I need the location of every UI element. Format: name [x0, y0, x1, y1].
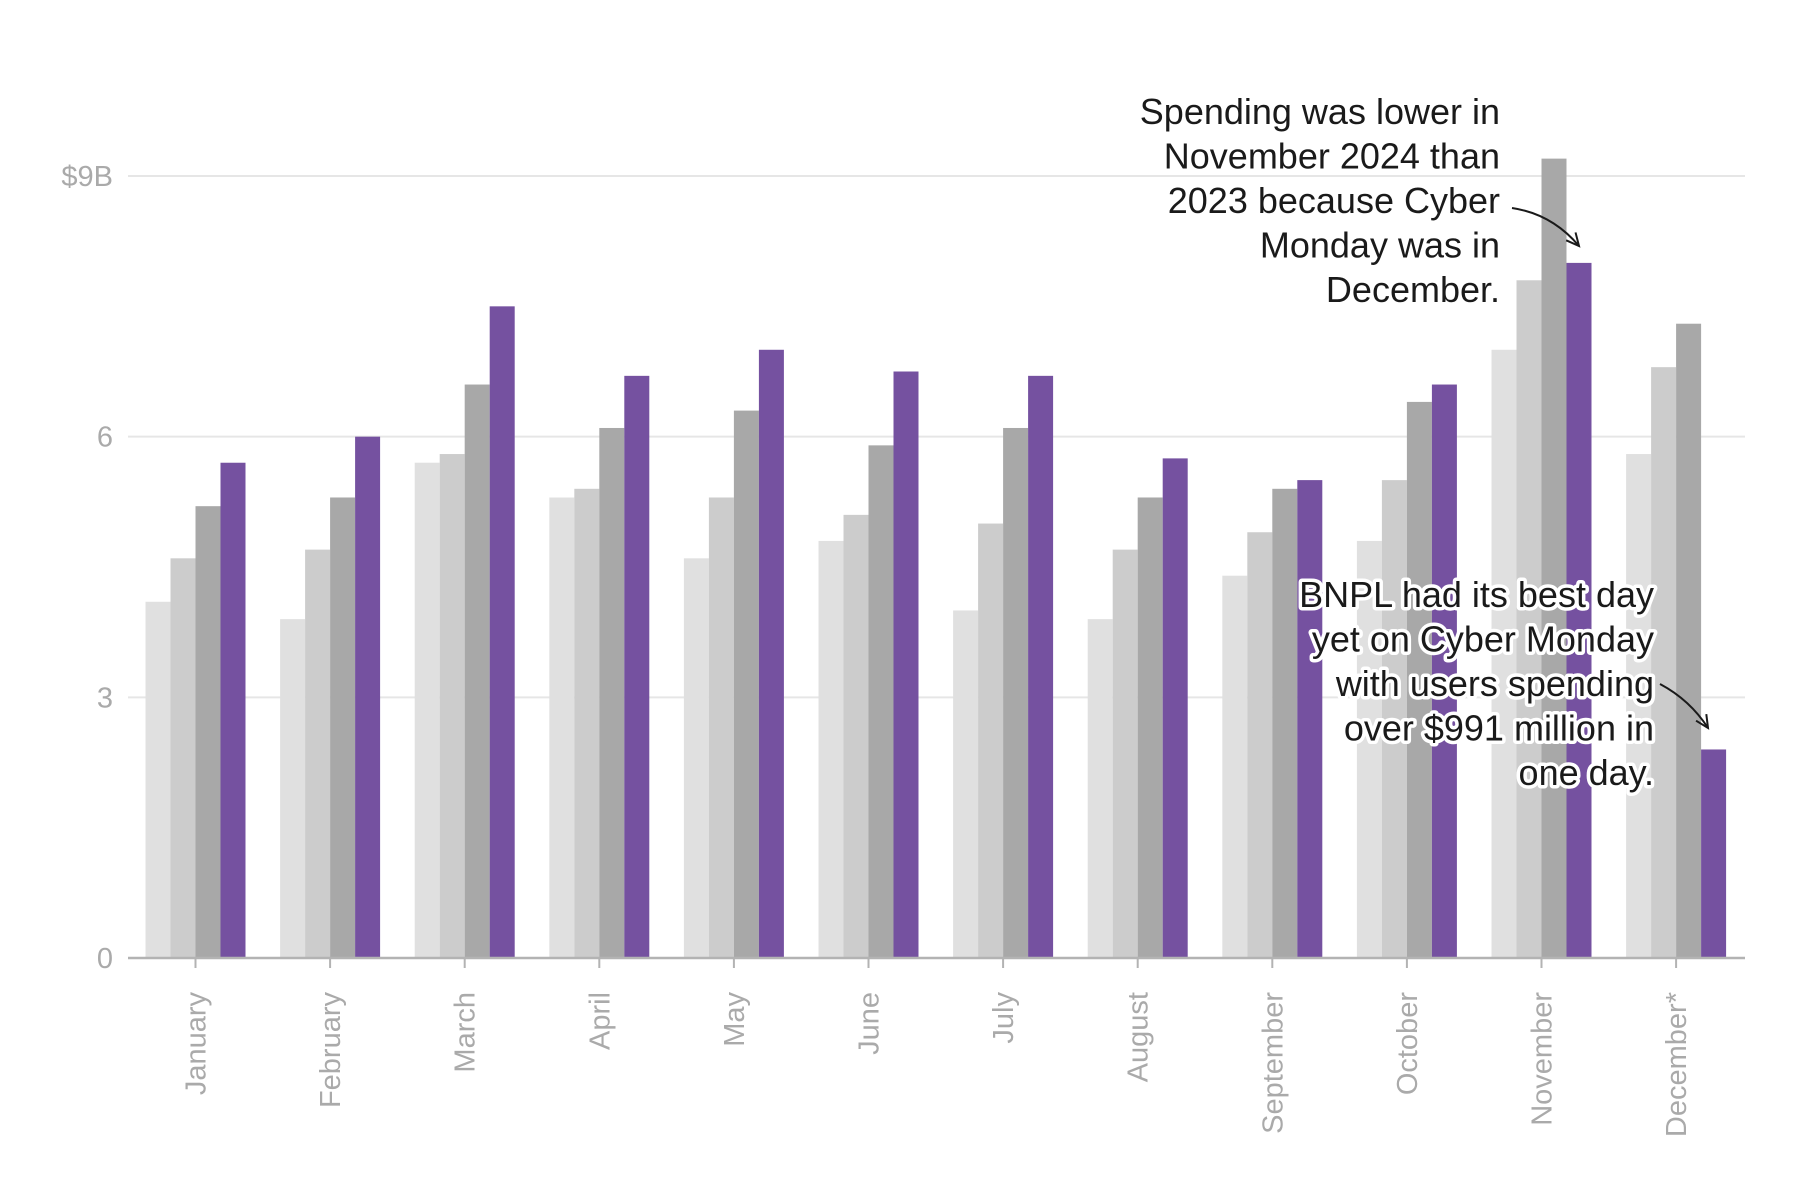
bar-series0-4 [683, 558, 709, 958]
bar-series3-4 [758, 349, 784, 958]
bar-series0-9 [1356, 540, 1382, 958]
bar-series1-3 [574, 488, 600, 958]
bar-series0-5 [818, 540, 844, 958]
y-tick-label: 3 [97, 682, 113, 714]
bar-group-9 [1356, 384, 1457, 958]
x-tick-label: April [584, 992, 616, 1050]
bar-group-5 [818, 371, 919, 958]
bar-series3-8 [1297, 480, 1323, 958]
bar-series0-3 [549, 497, 575, 958]
bar-group-7 [1087, 458, 1188, 958]
annotation-text-line: BNPL had its best day [1299, 574, 1654, 615]
bar-series3-0 [220, 462, 246, 958]
bar-group-1 [280, 436, 381, 959]
bar-series2-4 [733, 410, 759, 959]
bar-series2-7 [1137, 497, 1163, 958]
annotation-arrow [1659, 683, 1709, 729]
bar-series1-1 [305, 549, 331, 958]
bar-series2-10 [1541, 158, 1567, 959]
annotation-arrowhead [1565, 232, 1581, 248]
bar-series0-6 [953, 610, 979, 958]
bar-series2-0 [195, 506, 221, 958]
annotation-arrowhead [1695, 713, 1710, 730]
bar-series3-9 [1431, 384, 1457, 958]
annotation-text-line: Spending was lower in [1140, 91, 1500, 132]
bar-series0-0 [145, 601, 171, 958]
bar-series1-2 [439, 454, 465, 958]
bar-series2-6 [1003, 427, 1029, 958]
bar-series0-11 [1626, 454, 1652, 958]
annotation-text-line: with users spending [1335, 663, 1654, 704]
annotation-arrow [1511, 207, 1580, 247]
bar-series3-7 [1162, 458, 1188, 958]
x-tick-label: October [1392, 992, 1424, 1095]
x-tick-label: June [854, 992, 886, 1055]
bar-series0-1 [280, 619, 306, 958]
bar-group-2 [414, 306, 515, 958]
gridlines [128, 175, 1745, 699]
bar-series2-9 [1406, 401, 1432, 958]
bar-series0-8 [1222, 575, 1248, 958]
x-tick-label: September [1257, 992, 1289, 1134]
annotation-text-line: one day. [1519, 752, 1654, 793]
bar-series1-9 [1381, 480, 1407, 958]
bar-group-3 [549, 375, 650, 958]
annotation-text-line: yet on Cyber Monday [1312, 619, 1654, 660]
annotation-text-line: Monday was in [1260, 225, 1500, 266]
bar-series2-2 [464, 384, 490, 958]
bar-series3-2 [489, 306, 515, 958]
bar-series1-7 [1112, 549, 1138, 958]
bar-series1-8 [1247, 532, 1273, 958]
bar-series3-6 [1028, 375, 1054, 958]
bar-series1-6 [978, 523, 1004, 958]
annotation-text-line: over $991 million in [1344, 708, 1654, 749]
bars [145, 158, 1727, 959]
bar-series2-5 [868, 445, 894, 958]
x-tick-label: March [450, 992, 482, 1073]
annotation-text-line: November 2024 than [1164, 136, 1500, 177]
y-tick-label: $9B [61, 161, 113, 193]
bar-group-11 [1626, 323, 1727, 959]
bar-series1-10 [1516, 280, 1542, 958]
y-tick-label: 0 [97, 943, 113, 975]
bar-series1-4 [708, 497, 734, 958]
bar-series3-5 [893, 371, 919, 958]
bar-group-0 [145, 462, 246, 958]
bar-group-10 [1491, 158, 1592, 959]
annotation-text-line: 2023 because Cyber [1168, 180, 1500, 221]
bar-series3-1 [355, 436, 381, 959]
bar-series2-8 [1272, 488, 1298, 958]
x-tick-label: August [1123, 992, 1155, 1082]
bar-series0-2 [414, 462, 440, 958]
bar-series1-0 [170, 558, 196, 958]
x-tick-label: July [988, 992, 1020, 1044]
y-axis-ticks: 0 3 6 $9B [61, 161, 113, 975]
bar-series3-3 [624, 375, 650, 958]
bar-series2-1 [330, 497, 356, 958]
x-tick-label: January [181, 992, 213, 1096]
bar-group-6 [953, 375, 1054, 958]
bar-series2-11 [1676, 323, 1702, 958]
bar-group-4 [683, 349, 784, 959]
bar-series3-10 [1566, 262, 1592, 958]
bar-series3-11 [1701, 749, 1727, 958]
x-tick-label: February [315, 992, 347, 1109]
y-tick-label: 6 [97, 422, 113, 454]
x-tick-label: November [1527, 992, 1559, 1126]
bar-series2-3 [599, 427, 625, 958]
x-tick-label: May [719, 992, 751, 1047]
bar-group-8 [1222, 480, 1323, 958]
bar-series1-11 [1651, 367, 1677, 959]
x-tick-label: December* [1661, 992, 1693, 1137]
bar-series0-7 [1087, 619, 1113, 958]
x-axis-ticks: January February March April May June July Augu… [181, 958, 1693, 1137]
bar-series0-10 [1491, 349, 1517, 958]
bar-series1-5 [843, 514, 869, 958]
annotation-text-line: December. [1326, 269, 1500, 310]
